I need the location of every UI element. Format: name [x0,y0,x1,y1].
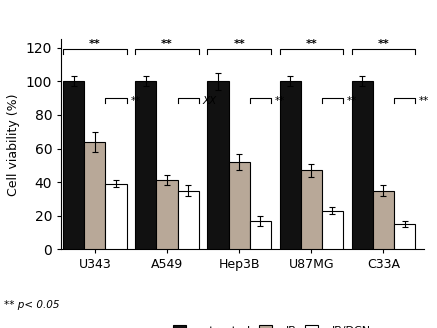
Text: ** p< 0.05: ** p< 0.05 [4,300,60,310]
Text: **: ** [131,96,141,106]
Bar [322,211,343,249]
Bar [352,81,373,249]
Bar [373,191,394,249]
Bar [229,162,250,249]
Bar [301,170,322,249]
Text: **: ** [378,39,389,49]
Text: **: ** [419,96,429,106]
Bar [135,81,156,249]
Text: **: ** [347,96,357,106]
Text: **: ** [89,39,101,49]
Bar [280,81,301,249]
Legend: untreated, dB, dB/DCN: untreated, dB, dB/DCN [168,321,375,328]
Bar [105,184,127,249]
Bar [394,224,415,249]
Bar [63,81,84,249]
Text: **: ** [233,39,245,49]
Text: **: ** [305,39,317,49]
Text: **: ** [161,39,173,49]
Bar [250,221,271,249]
Text: XX: XX [203,96,217,106]
Text: **: ** [275,96,285,106]
Y-axis label: Cell viability (%): Cell viability (%) [7,93,20,195]
Bar [156,180,177,249]
Bar [208,81,229,249]
Bar [177,191,199,249]
Bar [84,142,105,249]
